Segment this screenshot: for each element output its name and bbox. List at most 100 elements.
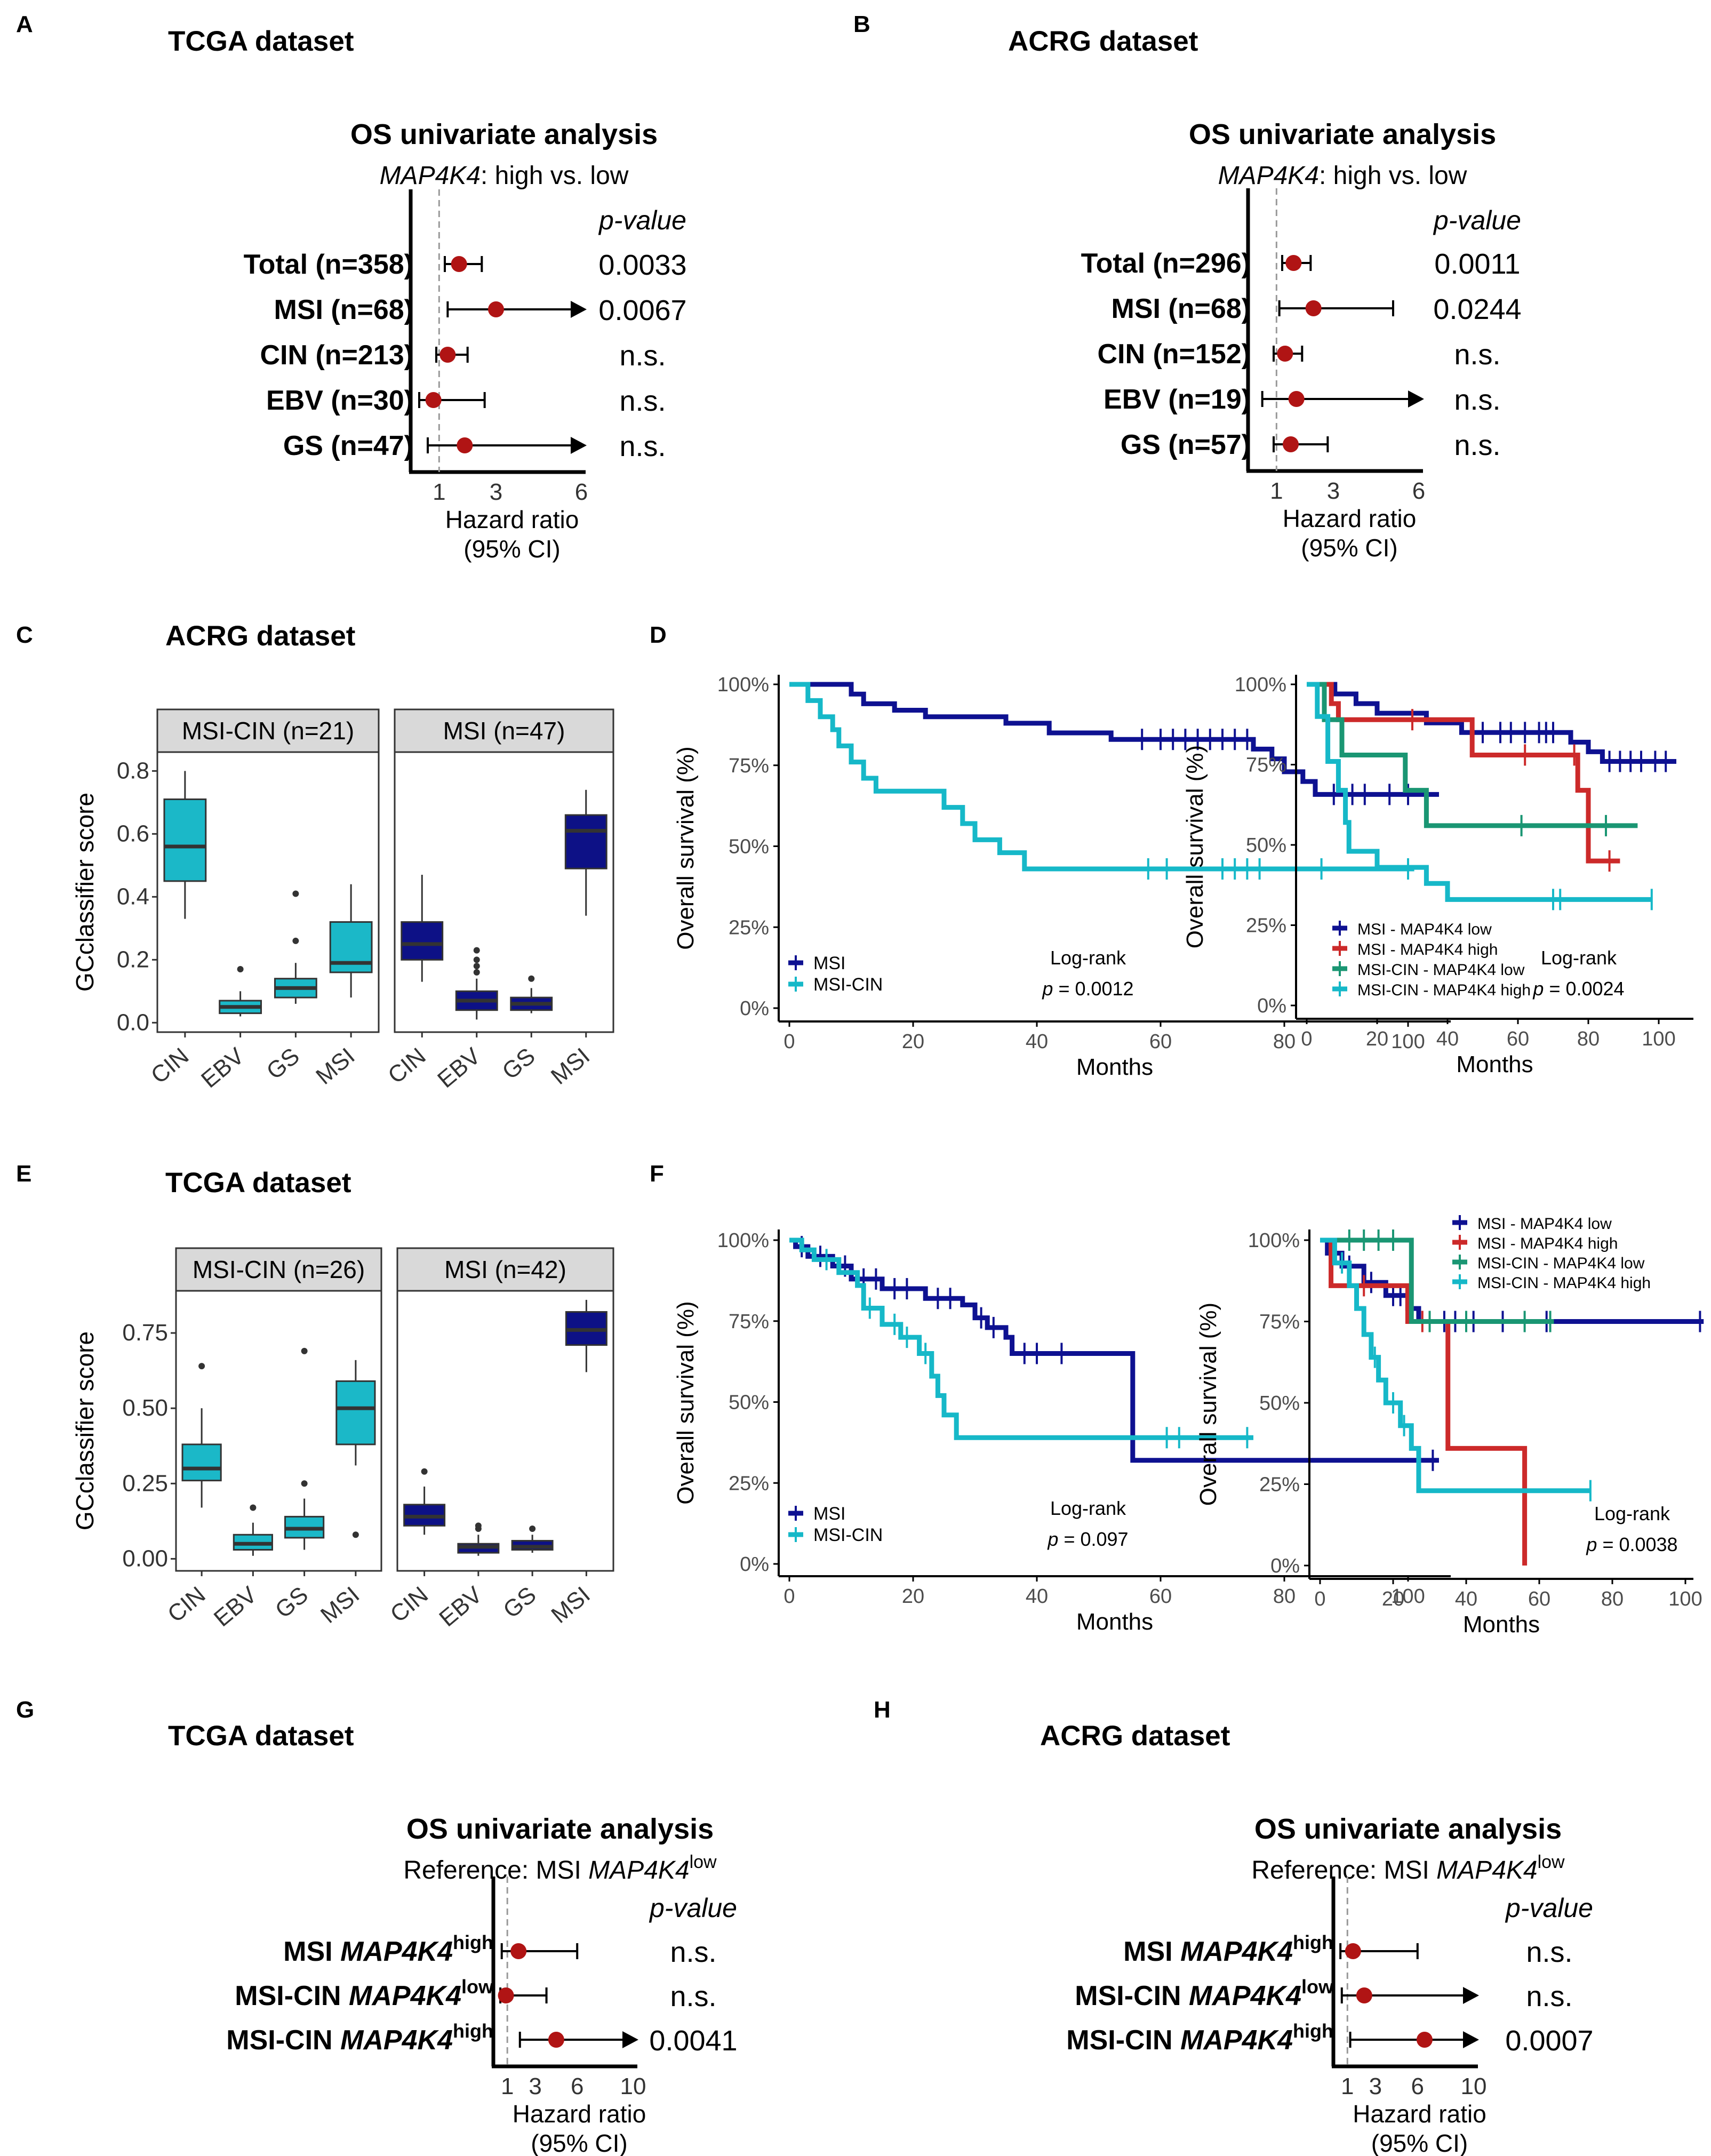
- x-tick-label: EBV: [196, 1043, 249, 1093]
- legend-label: MSI: [813, 953, 845, 973]
- x-tick-label: 0: [1314, 1588, 1325, 1610]
- p-value: = 0.097: [1058, 1528, 1128, 1550]
- legend-label: MSI-CIN - MAP4K4 high: [1357, 981, 1531, 999]
- x-tick-label: 6: [571, 2073, 583, 2099]
- y-tick-label: 25%: [1246, 915, 1286, 937]
- y-tick-label: 50%: [729, 1392, 769, 1414]
- reference-rest: : high vs. low: [481, 162, 629, 190]
- x-tick-label: 3: [490, 479, 502, 505]
- legend-label: MSI - MAP4K4 low: [1477, 1215, 1612, 1233]
- hazard-ratio-point: [1305, 300, 1322, 316]
- dataset-title: TCGA dataset: [168, 1720, 354, 1752]
- row-label: EBV (n=30): [266, 385, 413, 416]
- hazard-ratio-point: [1288, 391, 1305, 407]
- x-axis-title: Hazard ratio: [1283, 505, 1417, 532]
- row-group: MSI-CIN: [235, 1981, 349, 2011]
- p-value: 0.0011: [1434, 248, 1520, 280]
- x-axis-subtitle: (95% CI): [531, 2129, 627, 2156]
- survival-curve: [789, 682, 1414, 872]
- row-sup: high: [1293, 1931, 1333, 1953]
- reference-gene: MAP4K4: [588, 1856, 689, 1884]
- survival-curve: [789, 1237, 1253, 1440]
- x-axis-subtitle: (95% CI): [463, 535, 560, 563]
- x-tick-label: 60: [1149, 1585, 1172, 1608]
- row-sup: high: [1293, 2020, 1333, 2042]
- y-tick-label: 0%: [740, 997, 769, 1020]
- x-tick-label: GS: [262, 1043, 305, 1084]
- x-tick-label: 40: [1436, 1028, 1459, 1050]
- p-value: 0.0067: [598, 294, 686, 326]
- row-group: MSI: [283, 1936, 340, 1967]
- panel-label-A: A: [16, 11, 33, 37]
- x-axis-title: Months: [1456, 1051, 1533, 1077]
- x-tick-label: EBV: [433, 1043, 485, 1093]
- y-tick-label: 0.75: [122, 1320, 168, 1346]
- p-value: 0.0244: [1433, 293, 1521, 325]
- x-tick-label: MSI: [546, 1582, 595, 1628]
- x-tick-label: CIN: [163, 1582, 211, 1627]
- forest-plot-B: ACRG dataset OS univariate analysis MAP4K4…: [1008, 26, 1522, 562]
- p-value-header: p-value: [649, 1893, 737, 1923]
- ci-arrow: [571, 437, 587, 454]
- row-group: MSI-CIN: [226, 2025, 340, 2056]
- y-axis-title: GCclassifier score: [71, 1331, 99, 1530]
- x-axis-title: Months: [1076, 1609, 1153, 1635]
- y-tick-label: 75%: [729, 755, 769, 777]
- y-tick-label: 100%: [717, 1229, 769, 1252]
- x-tick-label: 1: [1270, 478, 1283, 504]
- dataset-title: TCGA dataset: [165, 1167, 351, 1199]
- x-tick-label: MSI: [311, 1043, 359, 1090]
- hazard-ratio-point: [510, 1943, 527, 1959]
- hazard-ratio-point: [498, 1987, 514, 2003]
- y-tick-label: 0.8: [117, 757, 149, 784]
- row-label: MSI-CIN MAP4K4low: [1075, 1976, 1334, 2011]
- x-tick-label: 20: [1366, 1028, 1388, 1050]
- p-value: 0.0041: [649, 2025, 737, 2057]
- x-tick-label: CIN: [146, 1043, 194, 1089]
- dataset-title: ACRG dataset: [1040, 1720, 1230, 1752]
- x-tick-label: GS: [497, 1043, 540, 1084]
- log-rank-label: Log-rank: [1541, 947, 1617, 969]
- hazard-ratio-point: [451, 256, 467, 272]
- hazard-ratio-point: [457, 437, 473, 453]
- y-tick-label: 25%: [1259, 1474, 1300, 1496]
- x-tick-label: MSI: [316, 1582, 364, 1628]
- x-tick-label: 1: [501, 2073, 514, 2099]
- legend-label: MSI-CIN - MAP4K4 low: [1357, 961, 1525, 979]
- reference-sup: low: [1538, 1852, 1565, 1872]
- x-tick-label: 0: [783, 1585, 795, 1608]
- reference-gene: MAP4K4: [1218, 162, 1319, 190]
- analysis-title: OS univariate analysis: [1189, 118, 1496, 150]
- y-tick-label: 25%: [729, 1472, 769, 1495]
- row-gene: MAP4K4: [1180, 2025, 1293, 2056]
- p-value: n.s.: [670, 1936, 716, 1968]
- p-value: n.s.: [619, 340, 666, 372]
- row-label: MSI MAP4K4high: [283, 1931, 493, 1967]
- outlier-point: [421, 1468, 428, 1475]
- p-value: n.s.: [1454, 339, 1500, 371]
- y-axis-title: Overall survival (%): [673, 1301, 699, 1504]
- y-tick-label: 75%: [1259, 1311, 1300, 1333]
- outlier-point: [352, 1531, 359, 1538]
- p-value: = 0.0038: [1597, 1534, 1677, 1555]
- row-label: Total (n=296): [1081, 248, 1251, 279]
- row-label: Total (n=358): [244, 249, 413, 280]
- row-label: EBV (n=19): [1104, 384, 1251, 415]
- legend-label: MSI-CIN: [813, 975, 883, 995]
- outlier-point: [475, 1522, 482, 1529]
- facet-strip-label: MSI-CIN (n=26): [193, 1256, 365, 1283]
- row-sup: low: [461, 1976, 494, 1998]
- outlier-point: [473, 956, 480, 963]
- analysis-title: OS univariate analysis: [406, 1813, 714, 1845]
- survival-curve: [789, 682, 1439, 797]
- log-rank-p: p = 0.0038: [1586, 1534, 1677, 1555]
- facet-panel: [156, 751, 380, 1033]
- dataset-title: ACRG dataset: [165, 620, 355, 652]
- row-sup: low: [1301, 1976, 1334, 1998]
- x-tick-label: 60: [1507, 1028, 1529, 1050]
- hazard-ratio-point: [548, 2032, 564, 2048]
- x-tick-label: 1: [1341, 2073, 1354, 2099]
- x-tick-label: 10: [620, 2073, 646, 2099]
- y-tick-label: 50%: [1246, 834, 1286, 857]
- x-tick-label: 6: [1411, 2073, 1424, 2099]
